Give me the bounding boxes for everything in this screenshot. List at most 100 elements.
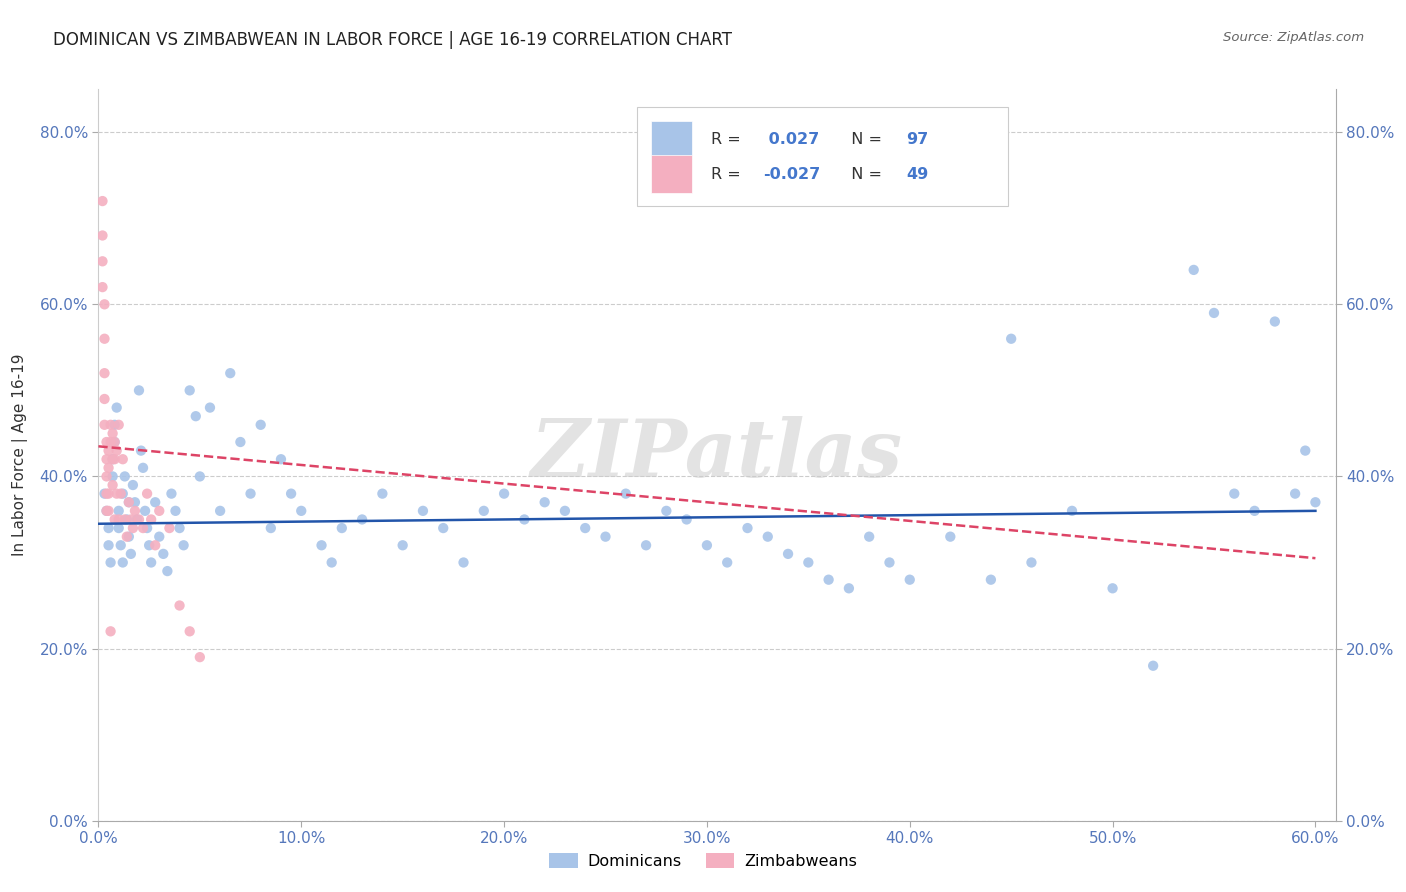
- Text: N =: N =: [841, 167, 887, 182]
- Point: [432, 521, 454, 535]
- Point: [104, 512, 127, 526]
- Point: [96, 504, 118, 518]
- Point: [97, 538, 120, 552]
- Point: [100, 556, 122, 570]
- Point: [148, 530, 170, 544]
- Point: [494, 486, 516, 500]
- Point: [311, 538, 333, 552]
- Point: [118, 495, 141, 509]
- Point: [97, 504, 120, 518]
- Point: [513, 512, 536, 526]
- Point: [93, 332, 115, 346]
- Point: [136, 521, 159, 535]
- Point: [132, 460, 155, 475]
- Text: R =: R =: [711, 132, 745, 147]
- Point: [120, 547, 142, 561]
- Bar: [651, 155, 692, 193]
- Point: [120, 512, 142, 526]
- Point: [352, 512, 374, 526]
- Point: [169, 521, 191, 535]
- FancyBboxPatch shape: [637, 108, 1008, 206]
- Point: [107, 504, 129, 518]
- Point: [1294, 443, 1316, 458]
- Point: [104, 435, 127, 450]
- Point: [574, 521, 596, 535]
- Text: ZIPatlas: ZIPatlas: [531, 417, 903, 493]
- Point: [797, 556, 820, 570]
- Point: [756, 530, 779, 544]
- Point: [179, 384, 201, 398]
- Point: [115, 530, 138, 544]
- Point: [533, 495, 555, 509]
- Point: [101, 469, 124, 483]
- Point: [93, 486, 115, 500]
- Point: [118, 530, 141, 544]
- Point: [107, 417, 129, 432]
- Point: [554, 504, 576, 518]
- Point: [1060, 504, 1083, 518]
- Point: [93, 297, 115, 311]
- Point: [675, 512, 697, 526]
- Point: [111, 452, 134, 467]
- Point: [97, 460, 120, 475]
- Point: [107, 512, 129, 526]
- Point: [1264, 314, 1286, 328]
- Point: [129, 443, 152, 458]
- Point: [124, 495, 146, 509]
- Point: [91, 194, 114, 208]
- Point: [104, 417, 127, 432]
- Point: [100, 624, 122, 639]
- Point: [1142, 658, 1164, 673]
- Point: [160, 486, 183, 500]
- Point: [939, 530, 962, 544]
- Point: [128, 512, 150, 526]
- Point: [105, 443, 128, 458]
- Point: [453, 556, 475, 570]
- Text: 0.027: 0.027: [763, 132, 820, 147]
- Point: [156, 564, 179, 578]
- Point: [980, 573, 1002, 587]
- Point: [198, 401, 221, 415]
- Point: [122, 521, 145, 535]
- Point: [136, 486, 159, 500]
- Point: [1284, 486, 1306, 500]
- Text: Source: ZipAtlas.com: Source: ZipAtlas.com: [1223, 31, 1364, 45]
- Point: [188, 650, 211, 665]
- Point: [737, 521, 759, 535]
- Text: 97: 97: [907, 132, 928, 147]
- Point: [169, 599, 191, 613]
- Point: [125, 512, 148, 526]
- Point: [124, 504, 146, 518]
- Point: [270, 452, 292, 467]
- Point: [104, 435, 127, 450]
- Point: [838, 582, 860, 596]
- Point: [93, 392, 115, 406]
- Text: 49: 49: [907, 167, 928, 182]
- Point: [100, 417, 122, 432]
- Point: [391, 538, 413, 552]
- Point: [97, 443, 120, 458]
- Point: [143, 538, 166, 552]
- Point: [134, 504, 156, 518]
- Point: [96, 452, 118, 467]
- Point: [101, 452, 124, 467]
- Point: [96, 486, 118, 500]
- Point: [879, 556, 901, 570]
- Point: [128, 384, 150, 398]
- Point: [157, 521, 180, 535]
- Text: N =: N =: [841, 132, 887, 147]
- Point: [96, 469, 118, 483]
- Point: [184, 409, 207, 424]
- Point: [1101, 582, 1123, 596]
- Point: [1182, 263, 1205, 277]
- Point: [97, 521, 120, 535]
- Point: [101, 426, 124, 441]
- Point: [321, 556, 343, 570]
- Point: [188, 469, 211, 483]
- Point: [776, 547, 799, 561]
- Point: [412, 504, 434, 518]
- Point: [173, 538, 195, 552]
- Point: [97, 486, 120, 500]
- Point: [110, 538, 132, 552]
- Point: [111, 556, 134, 570]
